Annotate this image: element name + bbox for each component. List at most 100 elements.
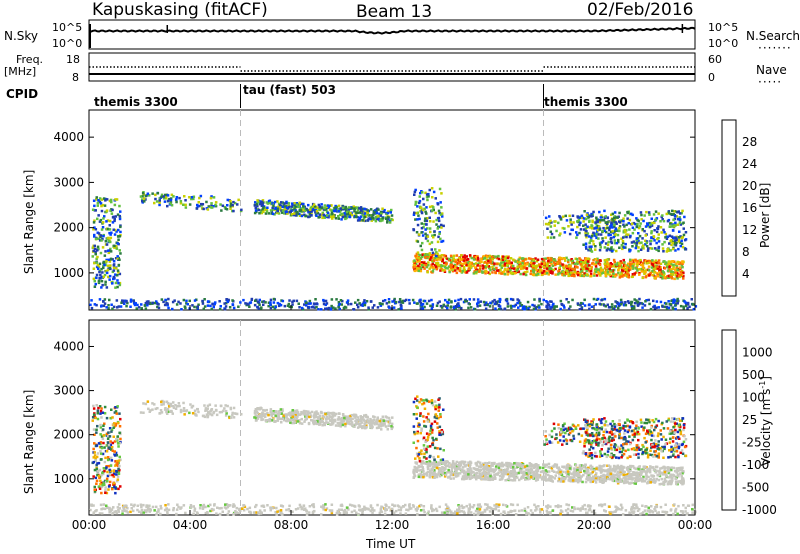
echo-cell: [421, 460, 425, 463]
echo-cell: [589, 472, 592, 475]
echo-cell: [100, 239, 103, 242]
echo-cell: [364, 301, 367, 305]
echo-cell: [568, 267, 572, 270]
echo-cell: [616, 473, 619, 476]
echo-cell: [143, 197, 146, 200]
echo-cell: [203, 305, 207, 308]
echo-cell: [342, 206, 345, 209]
echo-cell: [510, 266, 514, 270]
echo-cell: [645, 268, 648, 272]
echo-cell: [361, 218, 364, 222]
echo-cell: [109, 233, 112, 236]
echo-cell: [579, 274, 582, 278]
freq-label: Freq.: [16, 53, 44, 66]
echo-cell: [618, 246, 621, 249]
echo-cell: [97, 237, 100, 240]
echo-cell: [655, 300, 659, 303]
echo-cell: [280, 209, 283, 212]
echo-cell: [437, 471, 440, 475]
echo-cell: [426, 465, 430, 469]
echo-cell: [591, 219, 594, 222]
echo-cell: [669, 475, 672, 478]
echo-cell: [100, 204, 103, 208]
echo-cell: [495, 262, 499, 266]
echo-cell: [104, 283, 107, 286]
echo-cell: [419, 191, 422, 195]
echo-cell: [417, 264, 420, 268]
echo-cell: [670, 270, 673, 273]
echo-cell: [450, 301, 453, 304]
echo-cell: [381, 302, 384, 306]
echo-cell: [649, 481, 652, 484]
echo-cell: [371, 216, 375, 220]
echo-cell: [656, 265, 659, 269]
echo-cell: [429, 463, 432, 466]
echo-cell: [503, 307, 507, 310]
echo-cell: [293, 212, 296, 215]
echo-cell: [106, 227, 110, 231]
echo-cell: [92, 221, 96, 224]
echo-cell: [595, 230, 599, 233]
echo-cell: [493, 475, 497, 479]
echo-cell: [605, 469, 608, 472]
echo-cell: [108, 231, 111, 235]
echo-cell: [422, 261, 426, 265]
echo-cell: [438, 254, 441, 258]
echo-cell: [509, 470, 513, 473]
echo-cell: [426, 474, 429, 477]
echo-cell: [584, 274, 588, 277]
echo-cell: [652, 478, 656, 481]
echo-cell: [367, 306, 370, 309]
echo-cell: [312, 302, 316, 305]
echo-cell: [694, 305, 698, 308]
echo-cell: [96, 201, 100, 205]
echo-cell: [541, 260, 545, 263]
echo-cell: [135, 307, 138, 310]
echo-cell: [631, 267, 635, 270]
echo-cell: [169, 201, 173, 204]
echo-cell: [611, 275, 615, 278]
echo-cell: [474, 468, 478, 471]
echo-cell: [442, 462, 445, 465]
echo-cell: [594, 265, 598, 268]
echo-cell: [595, 224, 599, 228]
echo-cell: [321, 420, 325, 424]
echo-cell: [108, 274, 112, 278]
ytick-label: 2000: [53, 221, 84, 235]
echo-cell: [366, 209, 370, 212]
echo-cell: [561, 226, 564, 230]
echo-cell: [141, 199, 144, 203]
echo-cell: [421, 265, 425, 269]
echo-cell: [338, 213, 342, 217]
echo-cell: [184, 199, 187, 202]
echo-cell: [676, 300, 679, 303]
nave-tick-top: 60: [708, 53, 722, 66]
echo-cell: [635, 217, 638, 220]
echo-cell: [483, 470, 486, 473]
echo-cell: [604, 265, 607, 269]
echo-cell: [637, 474, 640, 478]
echo-cell: [499, 307, 503, 311]
echo-cell: [622, 236, 625, 239]
echo-cell: [593, 234, 597, 237]
echo-cell: [413, 301, 416, 304]
echo-cell: [653, 271, 656, 274]
echo-cell: [665, 302, 668, 305]
echo-cell: [118, 235, 122, 238]
echo-cell: [488, 461, 491, 464]
echo-cell: [603, 304, 606, 307]
echo-cell: [95, 196, 98, 199]
echo-cell: [658, 270, 661, 274]
echo-cell: [263, 206, 267, 210]
echo-cell: [579, 263, 582, 266]
echo-cell: [597, 233, 600, 236]
echo-cell: [179, 200, 183, 203]
echo-cell: [218, 300, 221, 303]
echo-cell: [450, 469, 453, 472]
echo-cell: [554, 259, 557, 262]
echo-cell: [674, 303, 677, 307]
cpid-segment-3: themis 3300: [544, 95, 628, 109]
echo-cell: [546, 227, 549, 230]
echo-cell: [112, 263, 116, 266]
echo-cell: [292, 299, 295, 303]
